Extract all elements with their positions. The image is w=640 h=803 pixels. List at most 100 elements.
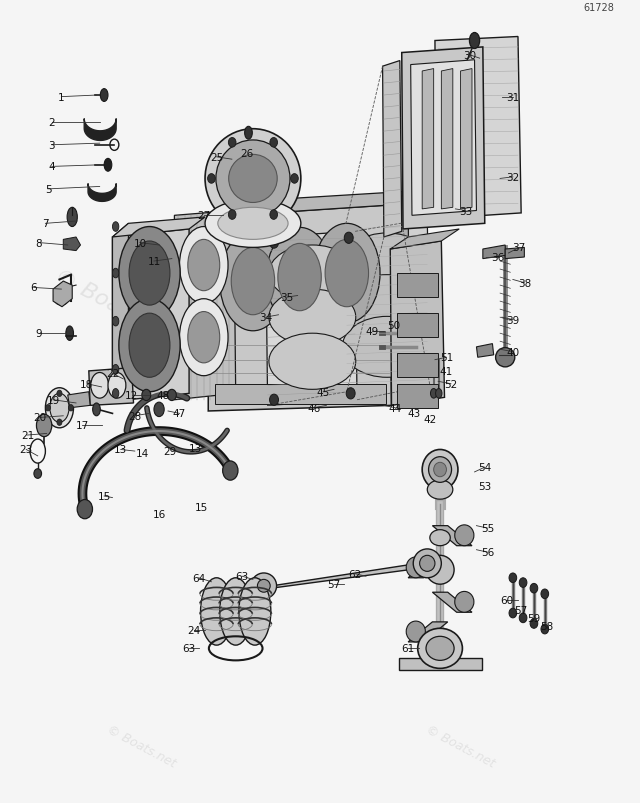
Ellipse shape (251, 573, 276, 599)
Ellipse shape (54, 290, 69, 306)
Text: 44: 44 (388, 403, 402, 414)
Polygon shape (399, 658, 481, 671)
Ellipse shape (342, 234, 432, 295)
Ellipse shape (36, 414, 52, 437)
Text: 59: 59 (527, 613, 541, 623)
Text: 63: 63 (236, 572, 249, 581)
Ellipse shape (77, 500, 93, 519)
Text: 16: 16 (152, 509, 166, 519)
Text: 32: 32 (506, 173, 520, 182)
Text: 13: 13 (189, 443, 202, 454)
Ellipse shape (266, 228, 333, 328)
Text: 15: 15 (97, 491, 111, 501)
Ellipse shape (269, 334, 356, 389)
Text: 8: 8 (36, 238, 42, 248)
Text: 25: 25 (210, 153, 223, 162)
Ellipse shape (541, 625, 548, 634)
Polygon shape (433, 593, 472, 613)
Ellipse shape (406, 622, 426, 642)
Text: 22: 22 (106, 369, 119, 379)
Text: 48: 48 (157, 390, 170, 401)
Text: 18: 18 (80, 379, 93, 389)
Ellipse shape (426, 556, 454, 585)
Text: 53: 53 (478, 481, 492, 491)
Polygon shape (63, 238, 81, 251)
Ellipse shape (45, 388, 74, 428)
Ellipse shape (66, 327, 74, 341)
Ellipse shape (200, 578, 232, 646)
Polygon shape (383, 62, 402, 238)
Text: 52: 52 (444, 379, 458, 389)
Polygon shape (483, 246, 505, 259)
Bar (397, 314, 438, 338)
Text: 51: 51 (440, 353, 453, 363)
Polygon shape (442, 70, 453, 210)
Ellipse shape (469, 34, 479, 50)
Polygon shape (461, 70, 472, 210)
Ellipse shape (57, 390, 62, 397)
Text: 33: 33 (459, 206, 472, 216)
Text: 9: 9 (36, 328, 42, 339)
Polygon shape (435, 38, 521, 219)
Text: 57: 57 (328, 580, 340, 589)
Ellipse shape (179, 300, 228, 377)
Ellipse shape (228, 138, 236, 148)
Polygon shape (411, 61, 476, 216)
Text: 24: 24 (187, 625, 200, 635)
Text: 28: 28 (128, 411, 141, 422)
Ellipse shape (57, 419, 62, 426)
Text: 35: 35 (280, 293, 293, 303)
Text: 1: 1 (58, 92, 65, 103)
Ellipse shape (270, 210, 278, 220)
Text: 27: 27 (197, 211, 211, 221)
Ellipse shape (530, 584, 538, 593)
Polygon shape (433, 526, 472, 546)
Ellipse shape (231, 248, 275, 316)
Polygon shape (390, 242, 445, 406)
Text: 12: 12 (125, 390, 138, 401)
Ellipse shape (228, 210, 236, 220)
Text: 21: 21 (21, 430, 34, 441)
Text: 19: 19 (47, 395, 60, 406)
Ellipse shape (269, 290, 356, 346)
Ellipse shape (455, 592, 474, 613)
Polygon shape (89, 369, 134, 406)
Text: 47: 47 (173, 409, 186, 419)
Ellipse shape (406, 557, 426, 578)
Ellipse shape (142, 389, 151, 401)
Ellipse shape (418, 629, 463, 669)
Ellipse shape (270, 138, 278, 148)
Ellipse shape (342, 275, 432, 336)
Text: 62: 62 (349, 569, 362, 579)
Text: 15: 15 (195, 503, 209, 512)
Ellipse shape (495, 349, 515, 368)
Bar (214, 385, 386, 404)
Polygon shape (259, 562, 429, 590)
Ellipse shape (269, 246, 356, 302)
Polygon shape (68, 392, 90, 408)
Ellipse shape (207, 174, 215, 184)
Ellipse shape (104, 159, 112, 172)
Ellipse shape (342, 317, 432, 378)
Ellipse shape (269, 394, 278, 406)
Polygon shape (208, 626, 264, 638)
Text: 34: 34 (259, 312, 273, 323)
Ellipse shape (509, 573, 516, 583)
Text: 6: 6 (31, 283, 37, 293)
Polygon shape (174, 211, 236, 400)
Text: 56: 56 (481, 548, 494, 557)
Text: 2: 2 (49, 118, 55, 128)
Ellipse shape (205, 129, 301, 229)
Ellipse shape (239, 578, 271, 646)
Ellipse shape (188, 240, 220, 291)
Ellipse shape (113, 269, 119, 279)
Ellipse shape (67, 208, 77, 227)
Polygon shape (113, 224, 129, 402)
Ellipse shape (314, 224, 380, 324)
Text: 55: 55 (481, 524, 494, 533)
Ellipse shape (228, 155, 277, 203)
Ellipse shape (91, 373, 109, 398)
Polygon shape (402, 48, 484, 230)
Ellipse shape (422, 450, 458, 490)
Polygon shape (390, 230, 460, 250)
